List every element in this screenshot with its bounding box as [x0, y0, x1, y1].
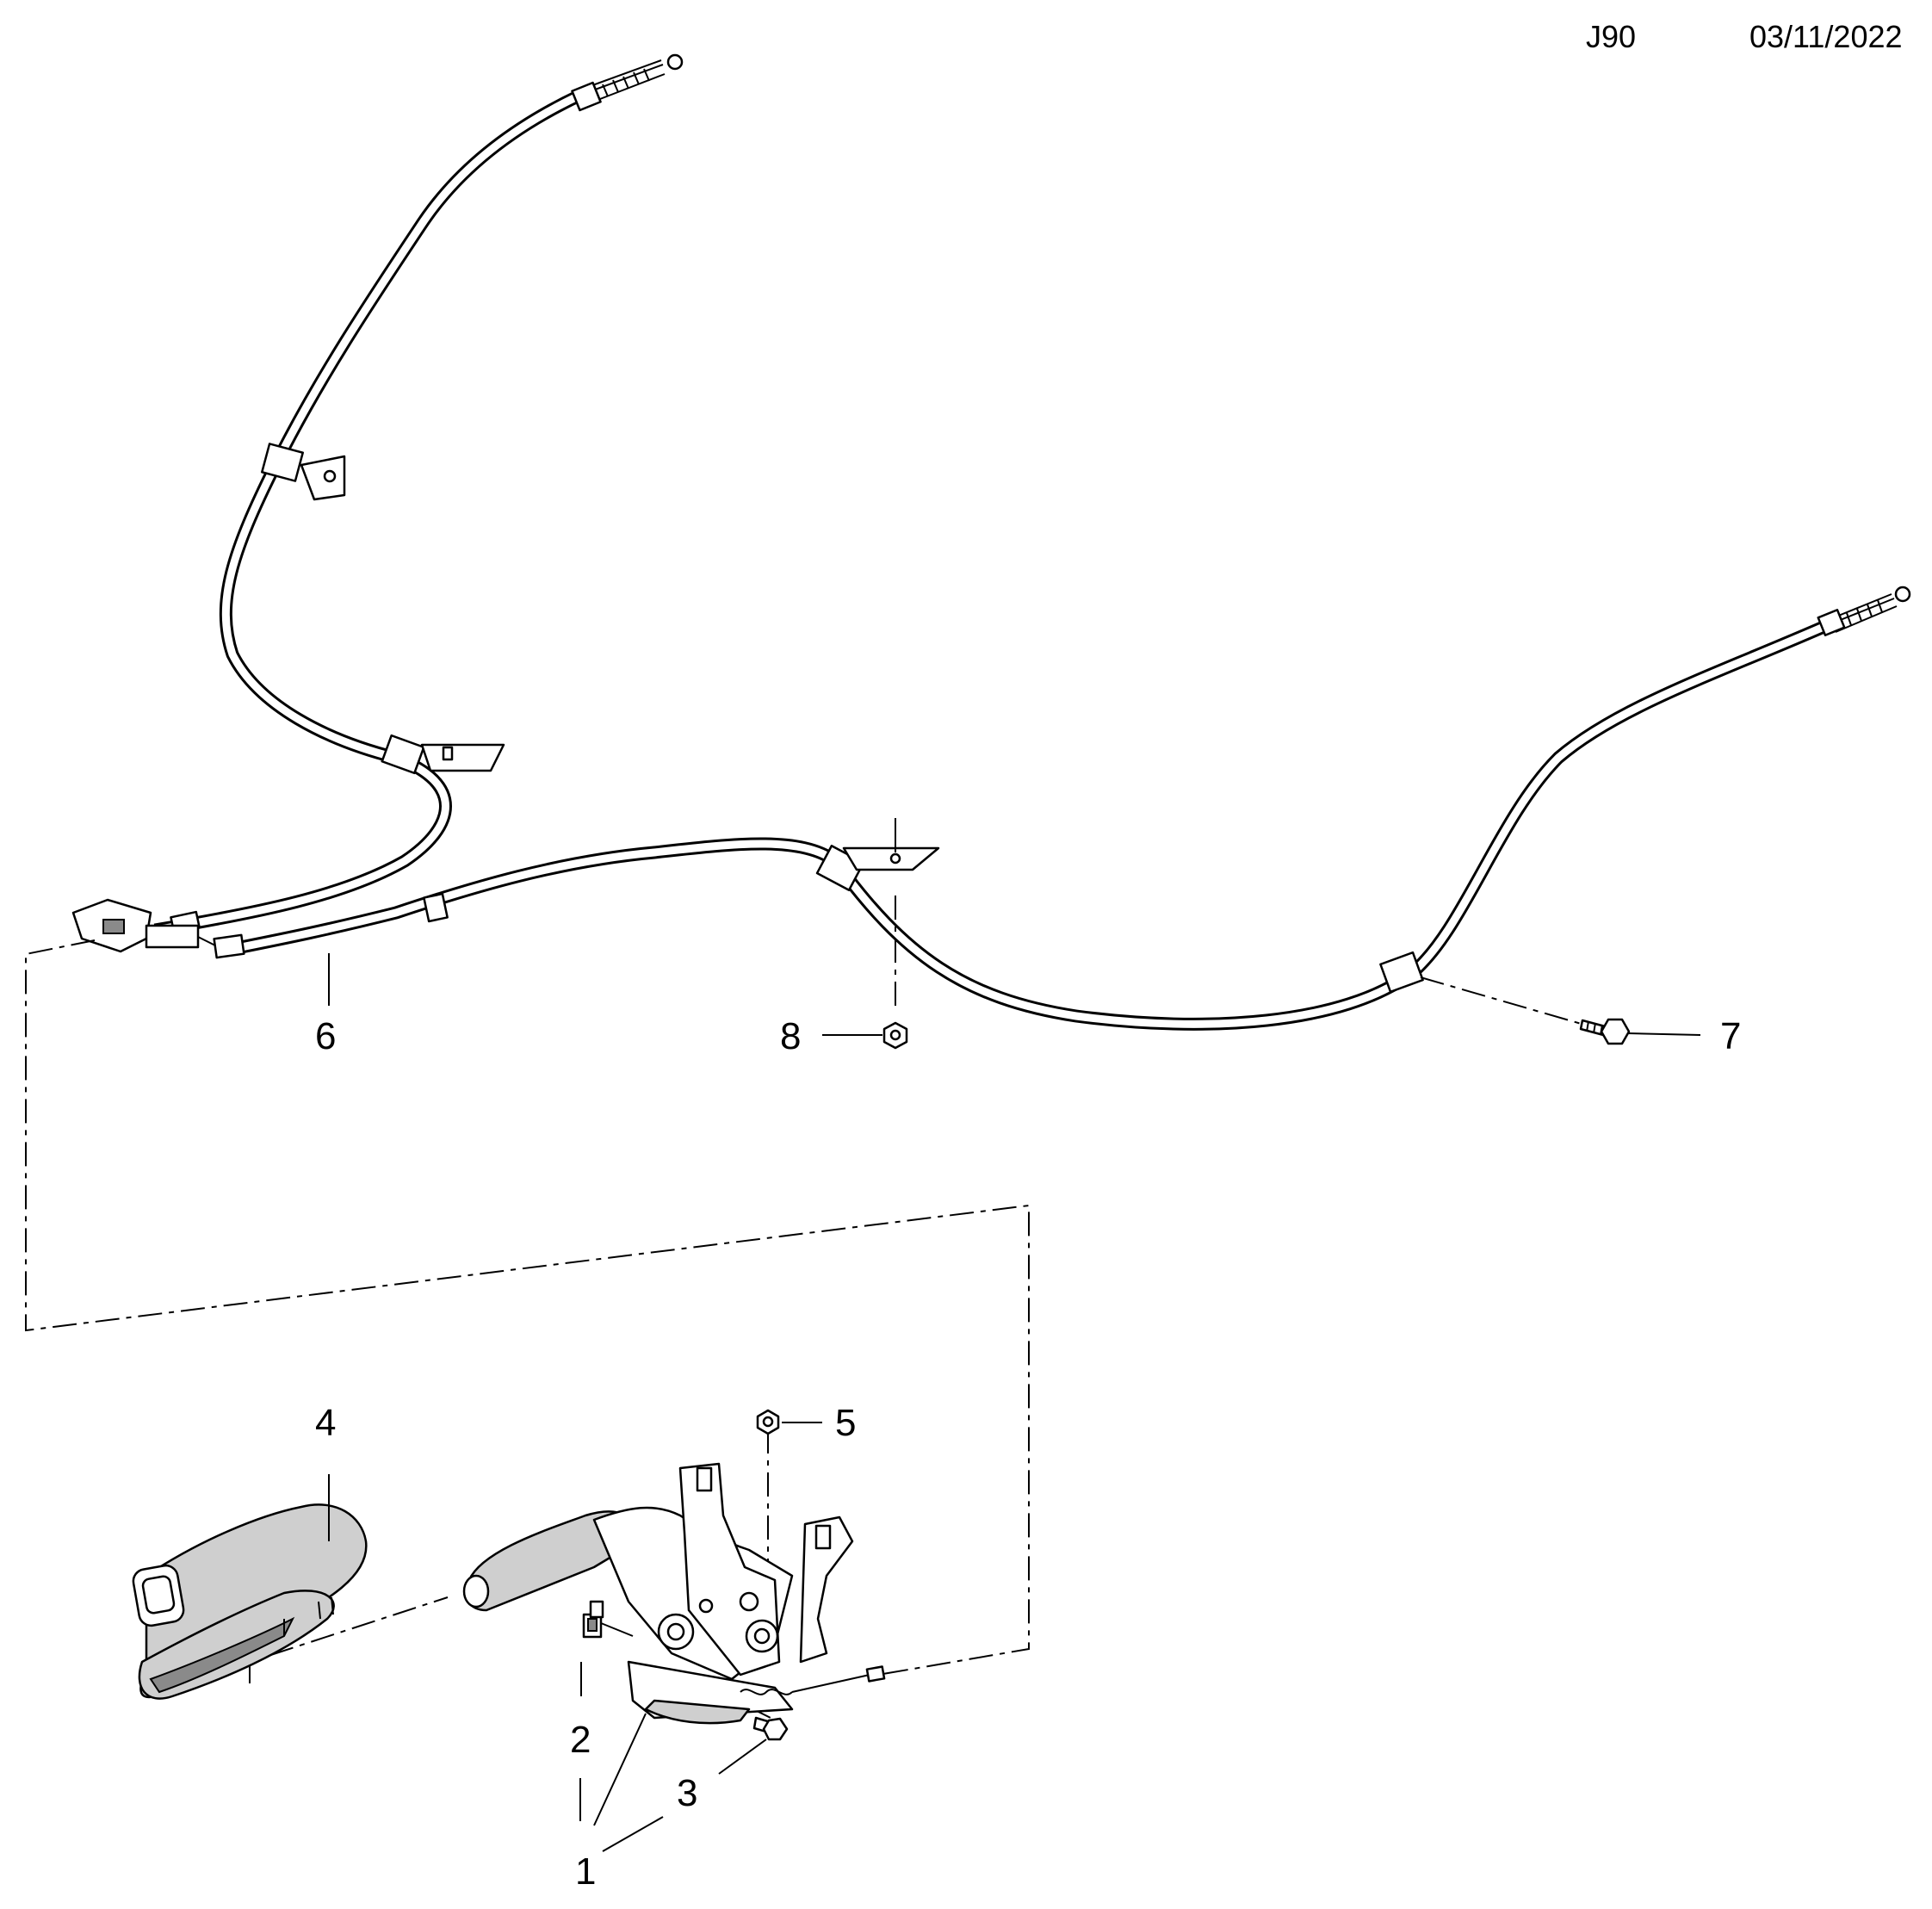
callout-6: 6	[315, 1015, 336, 1057]
right-cable-threaded-end	[1817, 586, 1911, 636]
callout-labels: 1 2 3 4 5 6 7 8	[315, 1015, 1741, 1893]
callout-1: 1	[575, 1850, 596, 1893]
diagram-date: 03/11/2022	[1749, 19, 1903, 54]
callout-7: 7	[1720, 1015, 1741, 1057]
bolt-7	[1579, 1018, 1631, 1045]
callout-2: 2	[570, 1719, 591, 1761]
callout-8: 8	[780, 1015, 801, 1057]
left-rear-brake-cable	[153, 53, 684, 937]
callout-4: 4	[315, 1402, 336, 1444]
handle-cover-4	[132, 1503, 368, 1700]
cable-equalizer	[71, 898, 245, 959]
right-cable-clip	[1379, 951, 1424, 994]
left-cable-threaded-end	[571, 53, 684, 112]
assembly-dashed-lines	[25, 896, 1585, 1719]
bolt-3	[752, 1716, 789, 1741]
callout-5: 5	[835, 1402, 856, 1444]
center-cable-bracket	[815, 818, 940, 892]
diagram-code: J90	[1586, 19, 1637, 54]
nut-5	[756, 1409, 780, 1435]
left-cable-bracket-lower	[381, 734, 505, 775]
brake-switch-2	[582, 1600, 634, 1639]
nut-8	[882, 1021, 908, 1050]
callout-3: 3	[677, 1772, 697, 1814]
leader-lines	[328, 953, 1701, 1852]
right-rear-brake-cable	[239, 586, 1911, 1031]
left-cable-bracket-upper	[261, 443, 346, 501]
parking-brake-lever-1	[462, 1462, 886, 1725]
